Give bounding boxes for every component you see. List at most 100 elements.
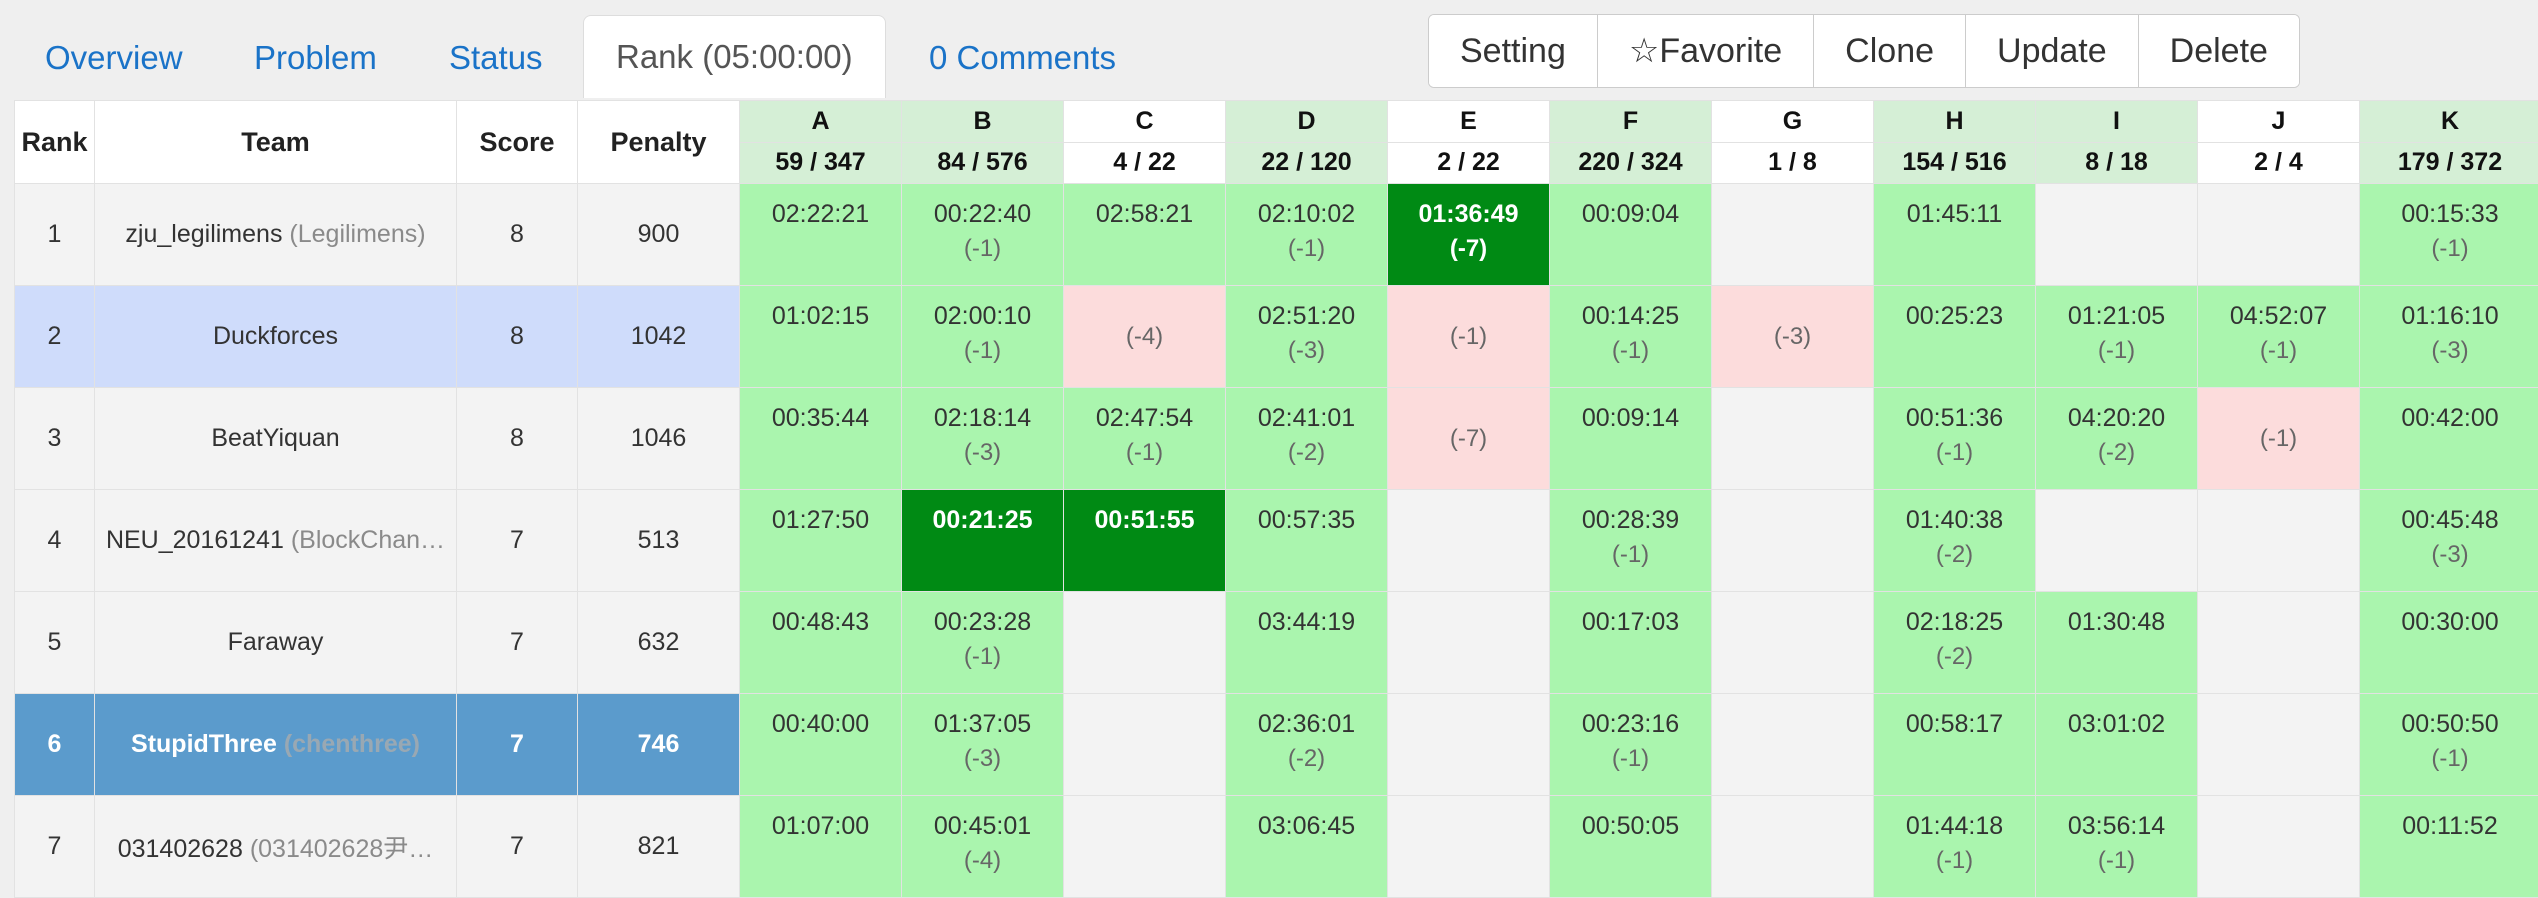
problem-cell-c[interactable]: 02:58:21 <box>1063 183 1226 286</box>
problem-cell-e[interactable]: 01:36:49 (-7) <box>1387 183 1550 286</box>
problem-cell-i[interactable]: 01:21:05 (-1) <box>2035 285 2198 388</box>
problem-cell-c[interactable]: 00:51:55 <box>1063 489 1226 592</box>
accept-time: 00:25:23 <box>1905 302 2004 330</box>
team-name[interactable]: 031402628 <box>117 834 243 863</box>
delete-button[interactable]: Delete <box>2138 15 2299 87</box>
rank-header[interactable]: Rank <box>14 100 95 184</box>
problem-header-d[interactable]: D <box>1225 100 1388 143</box>
problem-cell-a[interactable]: 00:35:44 <box>739 387 902 490</box>
problem-cell-f[interactable]: 00:09:14 <box>1549 387 1712 490</box>
problem-stat-c: 4 / 22 <box>1063 141 1226 184</box>
problem-cell-f[interactable]: 00:09:04 <box>1549 183 1712 286</box>
tab-rank[interactable]: Rank (05:00:00) <box>583 15 886 98</box>
problem-cell-b[interactable]: 02:18:14 (-3) <box>901 387 1064 490</box>
problem-cell-a[interactable]: 00:48:43 <box>739 591 902 694</box>
problem-cell-i[interactable]: 03:56:14 (-1) <box>2035 795 2198 898</box>
tab-comments[interactable]: 0 Comments <box>929 39 1117 76</box>
problem-cell-a[interactable]: 01:02:15 <box>739 285 902 388</box>
wrong-attempts: (-3) <box>1773 322 1812 350</box>
problem-cell-i[interactable]: 04:20:20 (-2) <box>2035 387 2198 490</box>
problem-header-a[interactable]: A <box>739 100 902 143</box>
team-name[interactable]: zju_legilimens <box>125 220 283 248</box>
problem-cell-a[interactable]: 01:27:50 <box>739 489 902 592</box>
problem-cell-j[interactable]: 04:52:07 (-1) <box>2197 285 2360 388</box>
problem-cell-h[interactable]: 01:44:18 (-1) <box>1873 795 2036 898</box>
problem-cell-d[interactable]: 02:10:02 (-1) <box>1225 183 1388 286</box>
tab-overview[interactable]: Overview <box>45 39 183 76</box>
problem-cell-j <box>2197 693 2360 796</box>
problem-cell-d[interactable]: 02:36:01 (-2) <box>1225 693 1388 796</box>
problem-cell-c[interactable]: (-4) <box>1063 285 1226 388</box>
problem-cell-f[interactable]: 00:23:16 (-1) <box>1549 693 1712 796</box>
rank-cell: 3 <box>14 387 95 490</box>
problem-cell-c[interactable]: 02:47:54 (-1) <box>1063 387 1226 490</box>
problem-cell-g <box>1711 387 1874 490</box>
problem-cell-k[interactable]: 00:15:33 (-1) <box>2359 183 2538 286</box>
problem-header-f[interactable]: F <box>1549 100 1712 143</box>
score-header[interactable]: Score <box>456 100 578 184</box>
team-name[interactable]: Faraway <box>227 628 324 656</box>
team-name[interactable]: NEU_20161241 <box>105 526 284 554</box>
problem-cell-a[interactable]: 02:22:21 <box>739 183 902 286</box>
wrong-attempts: (-1) <box>963 337 1002 364</box>
problem-cell-j[interactable]: (-1) <box>2197 387 2360 490</box>
table-row: 1 zju_legilimens (Legilimens) 8 900 02:22:21… <box>14 183 2538 286</box>
favorite-button[interactable]: ☆Favorite <box>1597 15 1815 87</box>
update-button[interactable]: Update <box>1966 15 2139 87</box>
problem-cell-h[interactable]: 01:45:11 <box>1873 183 2036 286</box>
problem-cell-f[interactable]: 00:14:25 (-1) <box>1549 285 1712 388</box>
problem-cell-k[interactable]: 01:16:10 (-3) <box>2359 285 2538 388</box>
problem-header-e[interactable]: E <box>1387 100 1550 143</box>
problem-header-k[interactable]: K <box>2359 100 2538 143</box>
problem-cell-e[interactable]: (-7) <box>1387 387 1550 490</box>
problem-cell-d[interactable]: 00:57:35 <box>1225 489 1388 592</box>
problem-cell-d[interactable]: 03:44:19 <box>1225 591 1388 694</box>
problem-cell-b[interactable]: 00:21:25 <box>901 489 1064 592</box>
problem-cell-b[interactable]: 00:22:40 (-1) <box>901 183 1064 286</box>
problem-header-c[interactable]: C <box>1063 100 1226 143</box>
problem-cell-h[interactable]: 02:18:25 (-2) <box>1873 591 2036 694</box>
problem-stat-i: 8 / 18 <box>2035 141 2198 184</box>
problem-cell-a[interactable]: 00:40:00 <box>739 693 902 796</box>
team-name[interactable]: StupidThree <box>131 730 277 758</box>
problem-cell-e[interactable]: (-1) <box>1387 285 1550 388</box>
problem-header-i[interactable]: I <box>2035 100 2198 143</box>
problem-cell-f[interactable]: 00:17:03 <box>1549 591 1712 694</box>
problem-cell-d[interactable]: 03:06:45 <box>1225 795 1388 898</box>
problem-cell-h[interactable]: 01:40:38 (-2) <box>1873 489 2036 592</box>
problem-cell-k[interactable]: 00:42:00 <box>2359 387 2538 490</box>
problem-cell-k[interactable]: 00:45:48 (-3) <box>2359 489 2538 592</box>
problem-header-g[interactable]: G <box>1711 100 1874 143</box>
clone-button[interactable]: Clone <box>1814 15 1967 87</box>
wrong-attempts: (-1) <box>1611 745 1650 772</box>
problem-cell-d[interactable]: 02:41:01 (-2) <box>1225 387 1388 490</box>
problem-header-b[interactable]: B <box>901 100 1064 143</box>
setting-button[interactable]: Setting <box>1429 15 1598 87</box>
problem-cell-i[interactable]: 01:30:48 <box>2035 591 2198 694</box>
problem-cell-h[interactable]: 00:25:23 <box>1873 285 2036 388</box>
team-header[interactable]: Team <box>94 100 457 184</box>
problem-cell-f[interactable]: 00:28:39 (-1) <box>1549 489 1712 592</box>
problem-cell-g[interactable]: (-3) <box>1711 285 1874 388</box>
problem-cell-h[interactable]: 00:58:17 <box>1873 693 2036 796</box>
problem-header-h[interactable]: H <box>1873 100 2036 143</box>
problem-cell-f[interactable]: 00:50:05 <box>1549 795 1712 898</box>
problem-header-j[interactable]: J <box>2197 100 2360 143</box>
problem-cell-b[interactable]: 00:45:01 (-4) <box>901 795 1064 898</box>
accept-time: 04:52:07 <box>2229 302 2328 330</box>
problem-cell-b[interactable]: 01:37:05 (-3) <box>901 693 1064 796</box>
problem-cell-h[interactable]: 00:51:36 (-1) <box>1873 387 2036 490</box>
team-name[interactable]: BeatYiquan <box>211 424 340 452</box>
tab-status[interactable]: Status <box>449 39 543 76</box>
team-name[interactable]: Duckforces <box>212 322 339 350</box>
problem-cell-k[interactable]: 00:50:50 (-1) <box>2359 693 2538 796</box>
problem-cell-a[interactable]: 01:07:00 <box>739 795 902 898</box>
problem-cell-k[interactable]: 00:30:00 <box>2359 591 2538 694</box>
problem-cell-d[interactable]: 02:51:20 (-3) <box>1225 285 1388 388</box>
problem-cell-b[interactable]: 00:23:28 (-1) <box>901 591 1064 694</box>
tab-problem[interactable]: Problem <box>254 39 377 76</box>
problem-cell-i[interactable]: 03:01:02 <box>2035 693 2198 796</box>
penalty-header[interactable]: Penalty <box>577 100 740 184</box>
problem-cell-k[interactable]: 00:11:52 <box>2359 795 2538 898</box>
problem-cell-b[interactable]: 02:00:10 (-1) <box>901 285 1064 388</box>
